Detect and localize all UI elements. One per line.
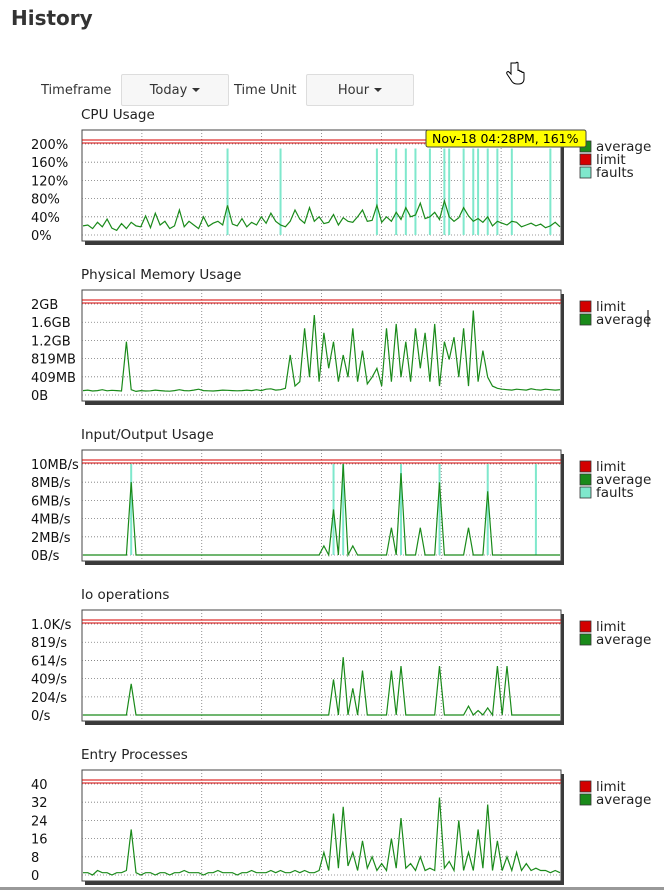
- y-tick-label: 409MB: [31, 371, 76, 386]
- chart-title-memory: Physical Memory Usage: [81, 267, 242, 283]
- y-tick-label: 40: [31, 778, 48, 793]
- y-tick-label: 2GB: [31, 298, 58, 313]
- legend-label-average: average: [596, 312, 651, 328]
- y-tick-label: 40%: [31, 211, 60, 226]
- legend-label-faults: faults: [596, 485, 634, 501]
- y-tick-label: 1.0K/s: [31, 618, 72, 633]
- y-tick-label: 120%: [31, 174, 68, 189]
- legend-label-average: average: [596, 632, 651, 648]
- y-tick-label: 1.2GB: [31, 334, 71, 349]
- legend-label-faults: faults: [596, 165, 634, 181]
- legend-swatch-limit: [579, 780, 592, 793]
- y-tick-label: 80%: [31, 193, 60, 208]
- chart-title-io-usage: Input/Output Usage: [81, 427, 214, 443]
- average-series-line: [82, 310, 561, 393]
- y-tick-label: 0: [31, 869, 39, 884]
- y-tick-label: 8MB/s: [31, 476, 71, 491]
- y-tick-label: 0B: [31, 389, 48, 404]
- legend-label-limit: limit: [596, 152, 626, 168]
- legend-swatch-faults: [579, 486, 592, 499]
- chart-title-entry-processes: Entry Processes: [81, 747, 188, 763]
- bottom-divider: [0, 887, 664, 890]
- legend-label-limit: limit: [596, 619, 626, 635]
- y-tick-label: 32: [31, 796, 48, 811]
- legend-label-average: average: [596, 139, 651, 155]
- legend-swatch-limit: [579, 153, 592, 166]
- legend-label-average: average: [596, 792, 651, 808]
- timeframe-label: Timeframe: [41, 83, 112, 98]
- legend-swatch-limit: [579, 620, 592, 633]
- legend-swatch-average: [579, 473, 592, 486]
- y-tick-label: 1.6GB: [31, 316, 71, 331]
- chart-frame: [81, 609, 562, 722]
- legend-swatch-average: [579, 313, 592, 326]
- chart-title-io-ops: Io operations: [81, 587, 170, 603]
- y-tick-label: 24: [31, 814, 48, 829]
- average-series-line: [83, 463, 560, 558]
- legend-label-limit: limit: [596, 779, 626, 795]
- time-unit-value: Hour: [337, 82, 370, 98]
- chart-title-cpu: CPU Usage: [81, 107, 155, 123]
- y-tick-label: 4MB/s: [31, 513, 71, 528]
- y-tick-label: 819/s: [31, 636, 67, 651]
- time-unit-dropdown[interactable]: Hour: [306, 74, 414, 106]
- average-series-line: [83, 797, 561, 876]
- y-tick-label: 614/s: [31, 654, 67, 669]
- y-tick-label: 16: [31, 833, 48, 848]
- y-tick-label: 0/s: [31, 709, 51, 724]
- y-tick-label: 0B/s: [31, 549, 60, 564]
- y-tick-label: 8: [31, 851, 39, 866]
- legend-swatch-average: [579, 793, 592, 806]
- timeframe-dropdown[interactable]: Today: [121, 74, 229, 106]
- y-tick-label: 2MB/s: [31, 531, 71, 546]
- y-tick-label: 160%: [31, 156, 68, 171]
- average-series-line: [83, 657, 560, 717]
- timeframe-value: Today: [149, 82, 188, 98]
- page-title: History: [11, 6, 93, 30]
- legend-label-limit: limit: [596, 459, 626, 475]
- y-tick-label: 200%: [31, 138, 68, 153]
- legend-label-limit: limit: [596, 299, 626, 315]
- y-tick-label: 819MB: [31, 353, 76, 368]
- y-tick-label: 10MB/s: [31, 458, 79, 473]
- time-unit-label: Time Unit: [234, 83, 297, 98]
- tooltip-text: Nov-18 04:28PM, 161%: [432, 131, 579, 146]
- y-tick-label: 204/s: [31, 691, 67, 706]
- y-tick-label: 409/s: [31, 673, 67, 688]
- chart-frame: [81, 289, 562, 402]
- caret-down-icon: [192, 88, 201, 92]
- caret-down-icon: [374, 88, 383, 92]
- tooltip-box: [425, 129, 587, 148]
- average-series-line: [82, 198, 561, 232]
- y-tick-label: 6MB/s: [31, 494, 71, 509]
- legend-swatch-limit: [579, 460, 592, 473]
- legend-swatch-limit: [579, 300, 592, 313]
- legend-label-average: average: [596, 472, 651, 488]
- legend-swatch-faults: [579, 166, 592, 179]
- legend-swatch-average: [579, 633, 592, 646]
- y-tick-label: 0%: [31, 229, 52, 244]
